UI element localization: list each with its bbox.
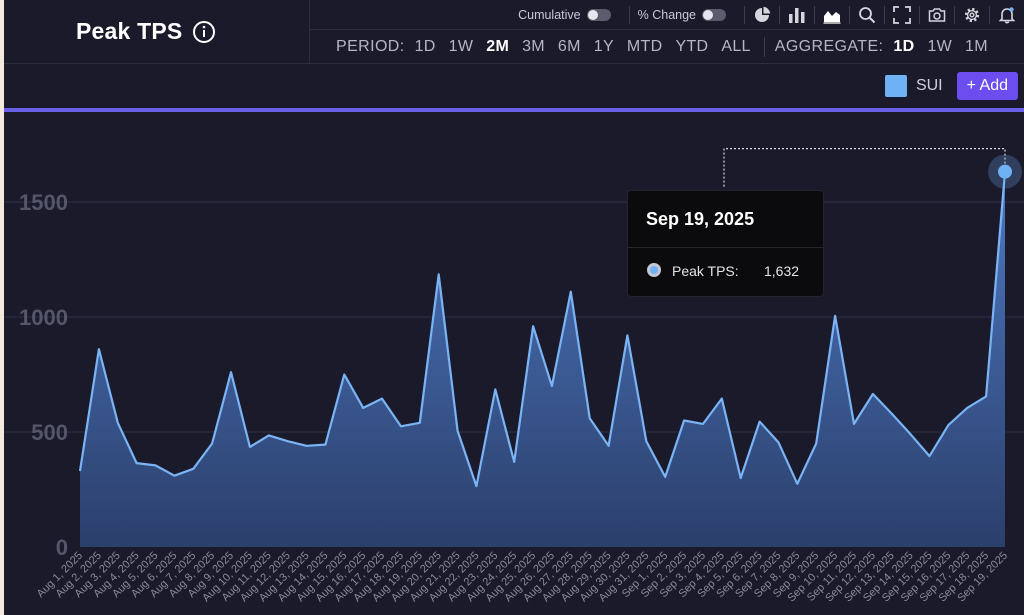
cumulative-label: Cumulative bbox=[518, 7, 581, 22]
aggregate-label: AGGREGATE: bbox=[774, 37, 884, 55]
camera-icon[interactable] bbox=[928, 6, 946, 24]
period-1y[interactable]: 1Y bbox=[593, 37, 614, 55]
y-axis-ticks: 0 500 1000 1500 bbox=[19, 190, 68, 560]
percent-change-label: % Change bbox=[637, 7, 696, 22]
tooltip-value: 1,632 bbox=[764, 263, 800, 279]
tooltip-series-marker bbox=[647, 263, 661, 277]
period-2m[interactable]: 2M bbox=[486, 37, 510, 55]
divider bbox=[628, 5, 630, 24]
cumulative-toggle[interactable] bbox=[586, 8, 611, 21]
divider bbox=[884, 5, 885, 24]
toolbar-bottom: PERIOD: 1D 1W 2M 3M 6M 1Y MTD YTD ALL AG… bbox=[310, 30, 1024, 64]
legend-row: SUI + Add bbox=[4, 64, 1024, 108]
y-tick-label: 1500 bbox=[19, 190, 68, 215]
y-tick-label: 500 bbox=[31, 420, 68, 445]
aggregate-1d[interactable]: 1D bbox=[893, 37, 915, 55]
fullscreen-icon[interactable] bbox=[893, 5, 911, 24]
hover-guide bbox=[723, 148, 1006, 187]
aggregate-1m[interactable]: 1M bbox=[965, 37, 988, 55]
percent-change-toggle[interactable] bbox=[702, 8, 726, 21]
sui-legend-swatch[interactable] bbox=[884, 75, 907, 97]
divider bbox=[779, 5, 780, 24]
tooltip-date: Sep 19, 2025 bbox=[646, 209, 755, 229]
divider bbox=[744, 5, 745, 24]
divider bbox=[763, 36, 765, 57]
area-chart-icon[interactable] bbox=[823, 6, 841, 24]
toolbar-top: Cumulative % Change bbox=[310, 0, 1024, 30]
y-tick-label: 0 bbox=[56, 535, 68, 560]
tooltip-divider bbox=[628, 247, 823, 248]
series-line bbox=[78, 171, 1007, 488]
period-ytd[interactable]: YTD bbox=[675, 37, 709, 55]
page-title: Peak TPS bbox=[76, 18, 183, 44]
period-1d[interactable]: 1D bbox=[414, 37, 436, 55]
pie-chart-icon[interactable] bbox=[753, 6, 771, 24]
add-series-button[interactable]: + Add bbox=[956, 72, 1018, 100]
accent-line bbox=[4, 108, 1024, 112]
hover-point[interactable] bbox=[998, 164, 1012, 179]
divider bbox=[849, 5, 850, 24]
divider bbox=[989, 5, 990, 24]
period-3m[interactable]: 3M bbox=[522, 37, 545, 55]
tooltip-series-label: Peak TPS: bbox=[672, 263, 739, 279]
settings-icon[interactable] bbox=[963, 6, 981, 24]
info-icon[interactable] bbox=[192, 20, 216, 44]
bar-chart-icon[interactable] bbox=[788, 6, 806, 24]
aggregate-1w[interactable]: 1W bbox=[927, 37, 953, 55]
sui-legend-label[interactable]: SUI bbox=[915, 77, 943, 94]
tooltip: Sep 19, 2025 Peak TPS: 1,632 bbox=[627, 190, 824, 297]
period-all[interactable]: ALL bbox=[721, 37, 751, 55]
divider bbox=[814, 5, 815, 24]
zoom-icon[interactable] bbox=[858, 6, 876, 24]
bell-icon[interactable] bbox=[998, 6, 1016, 24]
divider bbox=[954, 5, 955, 24]
divider bbox=[919, 5, 920, 24]
y-tick-label: 1000 bbox=[19, 305, 68, 330]
period-mtd[interactable]: MTD bbox=[626, 37, 663, 55]
period-6m[interactable]: 6M bbox=[557, 37, 581, 55]
period-1w[interactable]: 1W bbox=[448, 37, 474, 55]
period-label: PERIOD: bbox=[336, 37, 405, 55]
title-box: Peak TPS bbox=[4, 0, 310, 64]
chart-panel: Peak TPS Cumulative % Change bbox=[4, 0, 1024, 615]
